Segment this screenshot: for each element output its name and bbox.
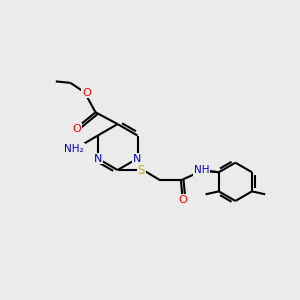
Text: NH: NH (194, 165, 209, 175)
Text: N: N (94, 154, 102, 164)
Text: S: S (137, 164, 145, 176)
Text: O: O (73, 124, 81, 134)
Text: N: N (133, 154, 142, 164)
Text: NH₂: NH₂ (64, 144, 84, 154)
Text: O: O (178, 195, 187, 205)
Text: O: O (82, 88, 91, 98)
